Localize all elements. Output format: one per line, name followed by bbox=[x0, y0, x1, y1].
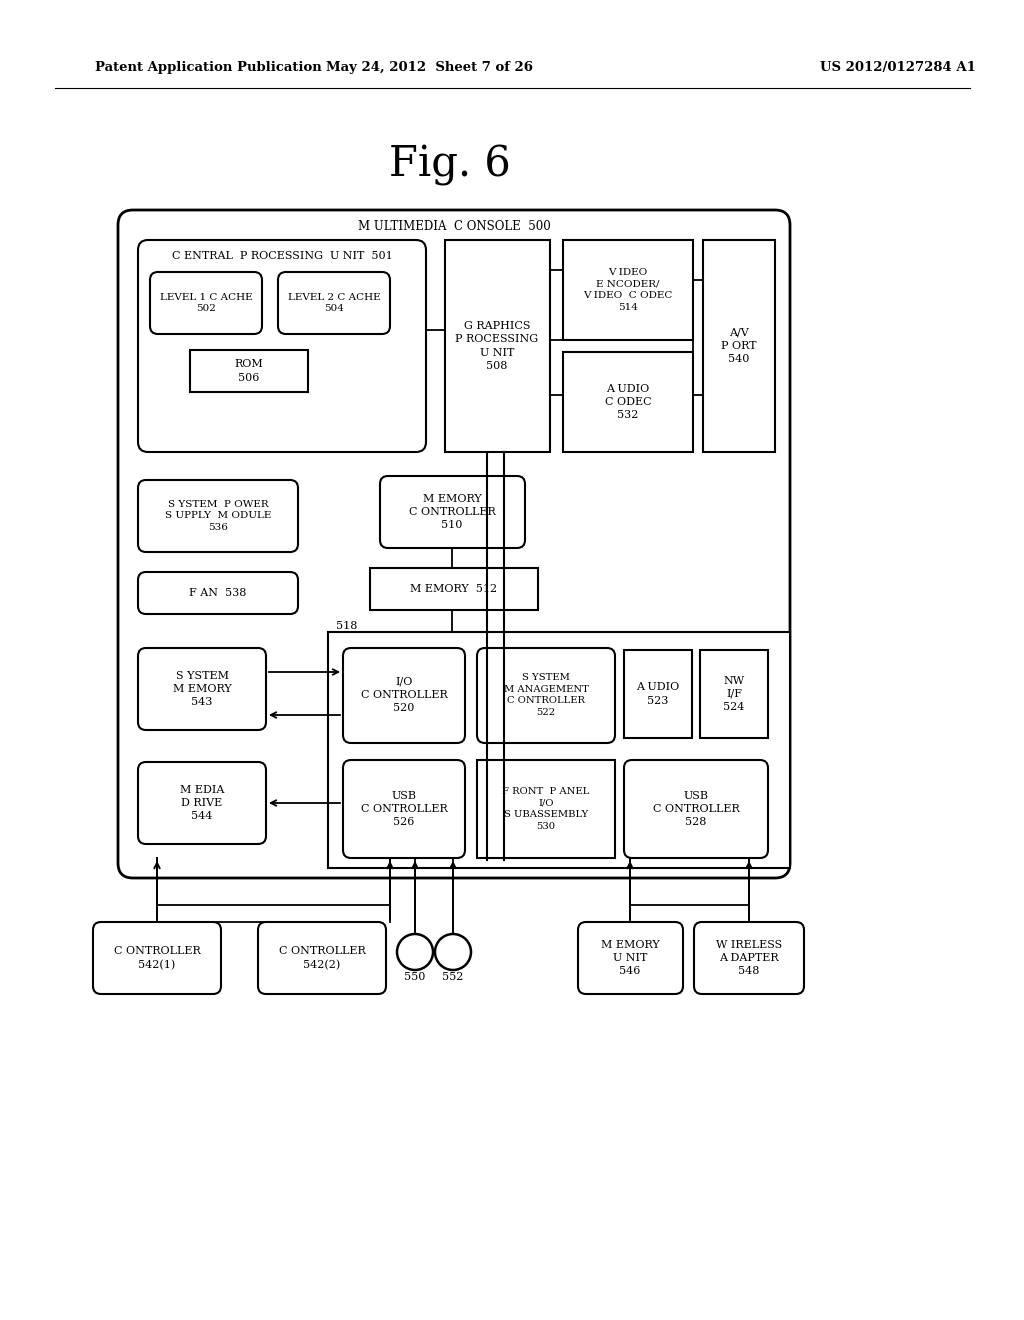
FancyBboxPatch shape bbox=[578, 921, 683, 994]
Text: Patent Application Publication: Patent Application Publication bbox=[95, 62, 322, 74]
Text: LEVEL 1 C ACHE
502: LEVEL 1 C ACHE 502 bbox=[160, 293, 252, 313]
Text: A/V
P ORT
540: A/V P ORT 540 bbox=[721, 327, 757, 364]
Text: USB
C ONTROLLER
526: USB C ONTROLLER 526 bbox=[360, 791, 447, 828]
Text: A UDIO
523: A UDIO 523 bbox=[636, 682, 680, 706]
Bar bbox=[477, 760, 615, 858]
Bar bbox=[190, 350, 308, 392]
Text: 550: 550 bbox=[404, 972, 426, 982]
FancyBboxPatch shape bbox=[258, 921, 386, 994]
Text: A UDIO
C ODEC
532: A UDIO C ODEC 532 bbox=[605, 384, 651, 420]
Bar bbox=[624, 649, 692, 738]
Text: NW
I/F
524: NW I/F 524 bbox=[723, 676, 744, 713]
Text: M EMORY
C ONTROLLER
510: M EMORY C ONTROLLER 510 bbox=[409, 494, 496, 531]
Text: S YSTEM  P OWER
S UPPLY  M ODULE
536: S YSTEM P OWER S UPPLY M ODULE 536 bbox=[165, 500, 271, 532]
Text: S YSTEM
M EMORY
543: S YSTEM M EMORY 543 bbox=[173, 671, 231, 708]
Text: M EDIA
D RIVE
544: M EDIA D RIVE 544 bbox=[180, 785, 224, 821]
Text: C ONTROLLER
542(2): C ONTROLLER 542(2) bbox=[279, 946, 366, 970]
Text: May 24, 2012  Sheet 7 of 26: May 24, 2012 Sheet 7 of 26 bbox=[327, 62, 534, 74]
FancyBboxPatch shape bbox=[138, 240, 426, 451]
Text: M EMORY
U NIT
546: M EMORY U NIT 546 bbox=[601, 940, 659, 977]
Text: F AN  538: F AN 538 bbox=[189, 587, 247, 598]
FancyBboxPatch shape bbox=[138, 762, 266, 843]
Bar bbox=[328, 632, 790, 869]
Bar bbox=[700, 649, 768, 738]
Text: M EMORY  512: M EMORY 512 bbox=[411, 583, 498, 594]
Text: I/O
C ONTROLLER
520: I/O C ONTROLLER 520 bbox=[360, 677, 447, 713]
FancyBboxPatch shape bbox=[278, 272, 390, 334]
Text: 518: 518 bbox=[336, 620, 357, 631]
Text: W IRELESS
A DAPTER
548: W IRELESS A DAPTER 548 bbox=[716, 940, 782, 977]
Bar bbox=[370, 568, 538, 610]
Text: F RONT  P ANEL
I/O
S UBASSEMBLY
530: F RONT P ANEL I/O S UBASSEMBLY 530 bbox=[503, 787, 590, 832]
FancyBboxPatch shape bbox=[93, 921, 221, 994]
Text: 552: 552 bbox=[442, 972, 464, 982]
Text: US 2012/0127284 A1: US 2012/0127284 A1 bbox=[820, 62, 976, 74]
FancyBboxPatch shape bbox=[343, 648, 465, 743]
Text: LEVEL 2 C ACHE
504: LEVEL 2 C ACHE 504 bbox=[288, 293, 380, 313]
Text: C ONTROLLER
542(1): C ONTROLLER 542(1) bbox=[114, 946, 201, 970]
Bar bbox=[563, 352, 693, 451]
FancyBboxPatch shape bbox=[138, 572, 298, 614]
Bar bbox=[445, 240, 550, 451]
FancyBboxPatch shape bbox=[380, 477, 525, 548]
Text: M ULTIMEDIA  C ONSOLE  500: M ULTIMEDIA C ONSOLE 500 bbox=[357, 219, 550, 232]
FancyBboxPatch shape bbox=[477, 648, 615, 743]
FancyBboxPatch shape bbox=[138, 480, 298, 552]
Text: ROM
506: ROM 506 bbox=[234, 359, 263, 383]
Bar bbox=[563, 240, 693, 341]
Text: S YSTEM
M ANAGEMENT
C ONTROLLER
522: S YSTEM M ANAGEMENT C ONTROLLER 522 bbox=[504, 673, 589, 717]
FancyBboxPatch shape bbox=[624, 760, 768, 858]
Text: V IDEO
E NCODER/
V IDEO  C ODEC
514: V IDEO E NCODER/ V IDEO C ODEC 514 bbox=[584, 268, 673, 313]
FancyBboxPatch shape bbox=[343, 760, 465, 858]
FancyBboxPatch shape bbox=[694, 921, 804, 994]
FancyBboxPatch shape bbox=[150, 272, 262, 334]
Text: Fig. 6: Fig. 6 bbox=[389, 144, 511, 186]
Text: G RAPHICS
P ROCESSING
U NIT
508: G RAPHICS P ROCESSING U NIT 508 bbox=[456, 321, 539, 371]
FancyBboxPatch shape bbox=[138, 648, 266, 730]
Bar bbox=[703, 240, 775, 451]
Text: USB
C ONTROLLER
528: USB C ONTROLLER 528 bbox=[652, 791, 739, 828]
FancyBboxPatch shape bbox=[118, 210, 790, 878]
Text: C ENTRAL  P ROCESSING  U NIT  501: C ENTRAL P ROCESSING U NIT 501 bbox=[172, 251, 392, 261]
